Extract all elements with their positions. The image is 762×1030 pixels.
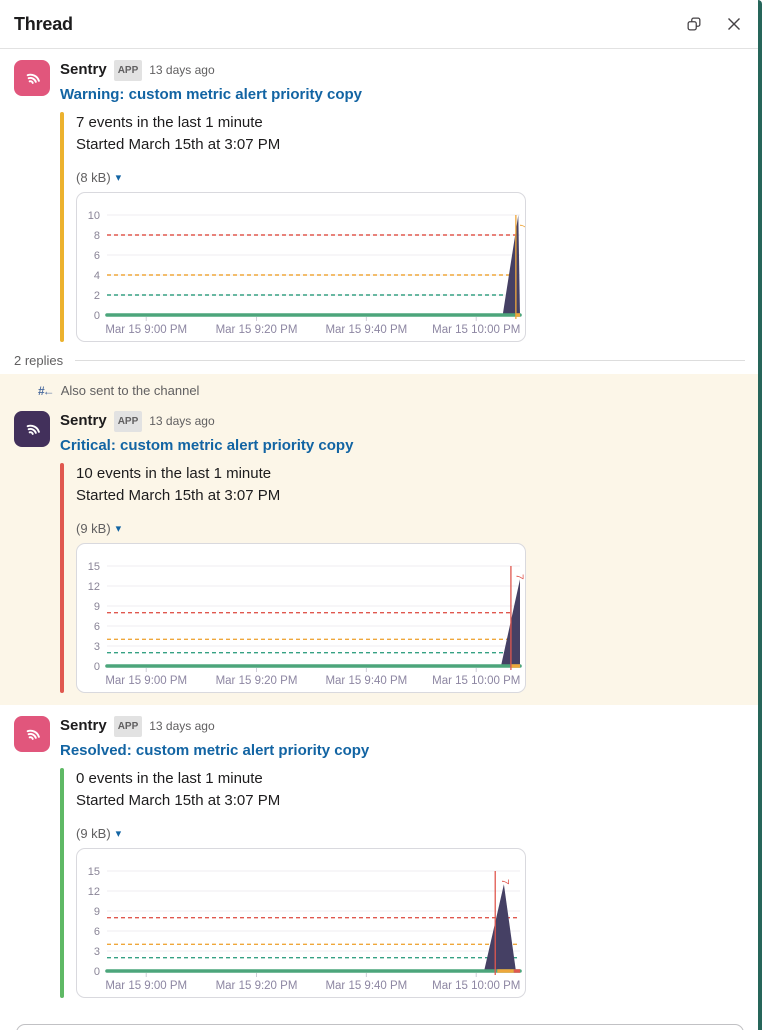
- metric-chart: 0 3 6 9 12 15 Mar 15 9:00 PM Mar 15 9:20 PM Mar …: [76, 543, 526, 693]
- event-count-text: 0 events in the last 1 minute: [76, 770, 263, 787]
- message-warning: Sentry APP 13 days ago Warning: custom m…: [0, 49, 762, 344]
- sentry-avatar[interactable]: [14, 60, 50, 96]
- highlighted-section: #← Also sent to the channel Sentry APP 1…: [0, 374, 762, 705]
- replies-divider: 2 replies: [0, 344, 762, 374]
- svg-text:Mar 15 9:00 PM: Mar 15 9:00 PM: [105, 980, 187, 992]
- svg-text:15: 15: [88, 866, 100, 878]
- event-count-text: 10 events in the last 1 minute: [76, 465, 272, 482]
- svg-text:Mar 15 9:40 PM: Mar 15 9:40 PM: [325, 324, 407, 336]
- svg-text:12: 12: [88, 581, 100, 593]
- caret-down-icon[interactable]: ▾: [115, 172, 122, 184]
- started-text: Started March 15th at 3:07 PM: [76, 136, 281, 153]
- alert-title-link[interactable]: Warning: custom metric alert priority co…: [60, 86, 362, 103]
- close-icon[interactable]: [724, 14, 744, 34]
- svg-text:7: 7: [517, 223, 525, 229]
- svg-text:7: 7: [514, 574, 525, 580]
- message-critical: Sentry APP 13 days ago Critical: custom …: [0, 400, 762, 695]
- svg-text:Mar 15 9:00 PM: Mar 15 9:00 PM: [105, 675, 187, 687]
- svg-text:2: 2: [94, 290, 100, 302]
- started-text: Started March 15th at 3:07 PM: [76, 792, 281, 809]
- attachment-accent-bar: [60, 463, 64, 693]
- svg-text:3: 3: [94, 641, 100, 653]
- svg-text:Mar 15 9:00 PM: Mar 15 9:00 PM: [105, 324, 187, 336]
- window-edge-accent: [758, 0, 762, 1030]
- svg-text:Mar 15 9:20 PM: Mar 15 9:20 PM: [216, 324, 298, 336]
- svg-text:8: 8: [94, 230, 100, 242]
- reply-input[interactable]: [16, 1024, 744, 1030]
- svg-text:0: 0: [94, 661, 100, 673]
- svg-text:7: 7: [499, 879, 510, 885]
- channel-arrow-icon: #←: [38, 384, 55, 398]
- also-sent-label: Also sent to the channel: [60, 383, 200, 398]
- svg-text:Mar 15 10:00 PM: Mar 15 10:00 PM: [432, 324, 520, 336]
- timestamp[interactable]: 13 days ago: [149, 719, 215, 733]
- alert-title-link[interactable]: Critical: custom metric alert priority c…: [60, 437, 354, 454]
- svg-text:6: 6: [94, 621, 100, 633]
- attachment-size-label[interactable]: (8 kB): [76, 170, 111, 185]
- metric-chart: 0 2 4 6 8 10 Mar 15 9:00 PM Mar 15 9:20 PM Mar 1…: [76, 192, 526, 342]
- metric-chart: 0 3 6 9 12 15 Mar 15 9:00 PM Mar 15 9:20 PM Mar …: [76, 848, 526, 998]
- message-resolved: Sentry APP 13 days ago Resolved: custom …: [0, 705, 762, 1000]
- attachment-accent-bar: [60, 768, 64, 998]
- app-badge: APP: [113, 716, 143, 737]
- event-count-text: 7 events in the last 1 minute: [76, 114, 263, 131]
- divider-line: [75, 360, 745, 361]
- svg-text:12: 12: [88, 886, 100, 898]
- svg-text:9: 9: [94, 601, 100, 613]
- caret-down-icon[interactable]: ▾: [115, 828, 122, 840]
- svg-text:6: 6: [94, 250, 100, 262]
- timestamp[interactable]: 13 days ago: [149, 63, 215, 77]
- started-text: Started March 15th at 3:07 PM: [76, 487, 281, 504]
- caret-down-icon[interactable]: ▾: [115, 523, 122, 535]
- app-badge: APP: [113, 411, 143, 432]
- svg-text:10: 10: [88, 210, 100, 222]
- replies-count-label: 2 replies: [14, 353, 64, 368]
- sentry-logo-icon: [26, 424, 40, 435]
- sentry-logo-icon: [26, 729, 40, 740]
- svg-text:Mar 15 9:40 PM: Mar 15 9:40 PM: [325, 675, 407, 687]
- sender-name[interactable]: Sentry: [60, 412, 107, 429]
- sentry-avatar[interactable]: [14, 716, 50, 752]
- svg-text:9: 9: [94, 906, 100, 918]
- svg-text:6: 6: [94, 926, 100, 938]
- svg-text:3: 3: [94, 946, 100, 958]
- alert-title-link[interactable]: Resolved: custom metric alert priority c…: [60, 742, 370, 759]
- svg-text:15: 15: [88, 561, 100, 573]
- open-in-window-icon[interactable]: [684, 14, 704, 34]
- sender-name[interactable]: Sentry: [60, 61, 107, 78]
- svg-text:0: 0: [94, 966, 100, 978]
- svg-text:Mar 15 10:00 PM: Mar 15 10:00 PM: [432, 980, 520, 992]
- svg-text:Mar 15 9:20 PM: Mar 15 9:20 PM: [216, 980, 298, 992]
- attachment-accent-bar: [60, 112, 64, 342]
- svg-text:4: 4: [94, 270, 100, 282]
- panel-title: Thread: [14, 13, 73, 34]
- svg-text:Mar 15 9:20 PM: Mar 15 9:20 PM: [216, 675, 298, 687]
- app-badge: APP: [113, 60, 143, 81]
- thread-panel-header: Thread: [0, 0, 762, 49]
- sender-name[interactable]: Sentry: [60, 717, 107, 734]
- timestamp[interactable]: 13 days ago: [149, 414, 215, 428]
- svg-text:0: 0: [94, 310, 100, 322]
- attachment-size-label[interactable]: (9 kB): [76, 521, 111, 536]
- sentry-avatar[interactable]: [14, 411, 50, 447]
- svg-text:Mar 15 9:40 PM: Mar 15 9:40 PM: [325, 980, 407, 992]
- svg-text:Mar 15 10:00 PM: Mar 15 10:00 PM: [432, 675, 520, 687]
- attachment-size-label[interactable]: (9 kB): [76, 826, 111, 841]
- sentry-logo-icon: [26, 73, 40, 84]
